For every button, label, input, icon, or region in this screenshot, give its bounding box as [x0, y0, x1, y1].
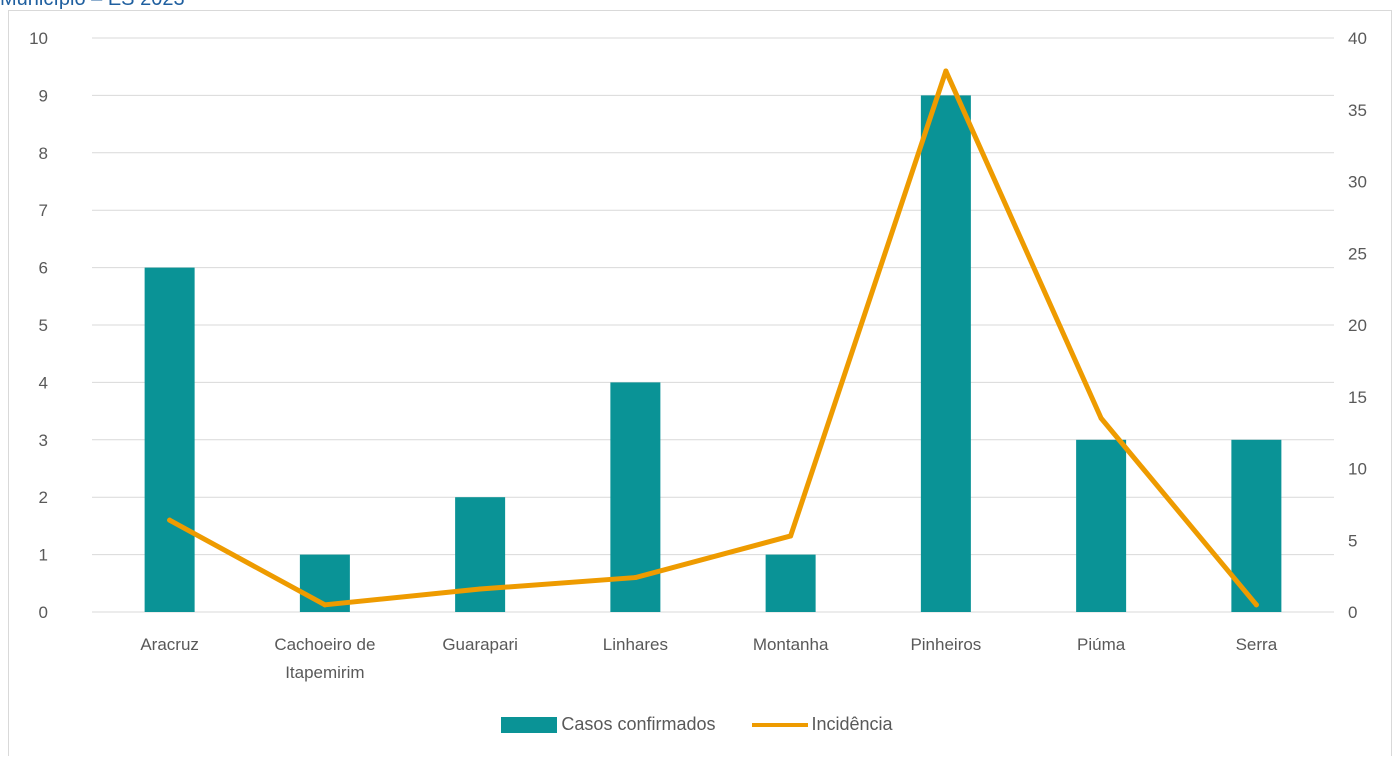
legend-bar-swatch: [501, 716, 558, 733]
incidence-point: [1098, 415, 1104, 421]
left-tick-label: 0: [39, 603, 48, 622]
bar-series: [144, 95, 1282, 612]
left-tick-label: 6: [39, 259, 48, 278]
right-tick-label: 25: [1348, 244, 1367, 263]
gridlines: [92, 37, 1334, 613]
legend: Casos confirmados Incidência: [0, 714, 1394, 735]
incidence-point: [167, 517, 173, 523]
left-axis-ticks: 0 1 2 3 4 5 6 7 8 9 10: [29, 29, 48, 622]
left-tick-label: 7: [39, 201, 48, 220]
left-tick-label: 5: [39, 316, 48, 335]
incidence-point: [943, 68, 949, 74]
right-tick-label: 0: [1348, 603, 1357, 622]
category-label: Montanha: [753, 635, 829, 654]
line-series: [167, 68, 1259, 608]
category-label: Aracruz: [140, 635, 199, 654]
chart-title: Município – ES 2023: [0, 0, 185, 11]
right-tick-label: 40: [1348, 29, 1367, 48]
category-labels: Aracruz Cachoeiro de Itapemirim Guarapari Li…: [140, 635, 1277, 682]
legend-label-line: Incidência: [811, 714, 893, 734]
category-label: Cachoeiro de: [274, 635, 375, 654]
incidence-point: [788, 533, 794, 539]
left-tick-label: 1: [39, 546, 48, 565]
bar-piúma[interactable]: [1076, 439, 1127, 612]
left-tick-label: 10: [29, 29, 48, 48]
bar-montanha[interactable]: [765, 554, 816, 612]
left-tick-label: 4: [39, 373, 48, 392]
legend-line-swatch: [751, 722, 808, 727]
bar-aracruz[interactable]: [144, 267, 195, 612]
category-label: Linhares: [603, 635, 668, 654]
right-tick-label: 5: [1348, 531, 1357, 550]
right-tick-label: 35: [1348, 101, 1367, 120]
right-tick-label: 30: [1348, 173, 1367, 192]
chart-frame: [8, 10, 1392, 756]
bar-guarapari[interactable]: [455, 497, 506, 612]
bar-pinheiros[interactable]: [920, 95, 971, 612]
legend-item-bars[interactable]: Casos confirmados: [501, 714, 716, 735]
category-label: Guarapari: [442, 635, 518, 654]
legend-label-bars: Casos confirmados: [561, 714, 716, 734]
incidence-line[interactable]: [167, 68, 1259, 608]
right-tick-label: 20: [1348, 316, 1367, 335]
right-tick-label: 10: [1348, 460, 1367, 479]
left-tick-label: 9: [39, 86, 48, 105]
incidence-point: [477, 586, 483, 592]
incidence-point: [632, 575, 638, 581]
legend-item-line[interactable]: Incidência: [751, 714, 893, 735]
category-label: Pinheiros: [910, 635, 981, 654]
left-tick-label: 8: [39, 144, 48, 163]
right-tick-label: 15: [1348, 388, 1367, 407]
category-label: Itapemirim: [285, 663, 364, 682]
incidence-point: [322, 602, 328, 608]
category-label: Serra: [1236, 635, 1278, 654]
incidence-point: [1253, 602, 1259, 608]
category-label: Piúma: [1077, 635, 1126, 654]
right-axis-ticks: 0 5 10 15 20 25 30 35 40: [1348, 29, 1367, 622]
left-tick-label: 3: [39, 431, 48, 450]
left-tick-label: 2: [39, 488, 48, 507]
